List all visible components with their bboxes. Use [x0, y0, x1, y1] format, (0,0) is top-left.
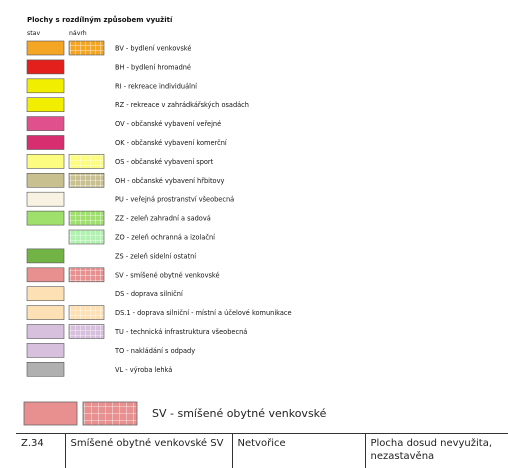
legend-label: DS.1 - doprava silniční - místní a účelo… — [115, 309, 292, 317]
stav-swatch — [26, 267, 65, 283]
stav-swatch — [26, 324, 65, 339]
table-cell: Plocha dosud nevyužita, nezastavěna — [364, 433, 508, 468]
highlight-navrh-swatch — [82, 401, 138, 426]
table-row: Z.34 Smíšené obytné venkovské SV Netvořice… — [16, 433, 508, 468]
highlight-stav-swatch — [23, 401, 78, 426]
legend-label: ZO - zeleň ochranná a izolační — [115, 234, 215, 242]
stav-swatch — [26, 191, 65, 207]
table-cell: Netvořice — [231, 433, 365, 468]
legend-label: ZZ - zeleň zahradní a sadová — [115, 215, 211, 223]
navrh-swatch — [68, 210, 105, 226]
legend-label: BH - bydlení hromadné — [115, 63, 191, 71]
legend-label: PU - veřejná prostranství všeobecná — [115, 196, 234, 204]
legend-label: TO - nakládání s odpady — [114, 347, 195, 355]
legend-label: DS - doprava silniční — [115, 290, 183, 298]
stav-swatch — [26, 40, 65, 56]
navrh-swatch — [68, 267, 105, 283]
stav-swatch — [26, 343, 65, 358]
navrh-swatch — [68, 173, 105, 188]
legend-label: SV - smíšené obytné venkovské — [115, 271, 220, 279]
table-cell: Z.34 — [16, 433, 65, 468]
stav-swatch — [26, 248, 65, 264]
legend-label: RI - rekreace individuální — [115, 82, 197, 90]
legend-label: ZS - zeleň sídelní ostatní — [115, 252, 196, 260]
navrh-swatch — [68, 324, 105, 339]
col-navrh: návrh — [69, 29, 87, 37]
legend-label: VL - výroba lehká — [115, 366, 172, 374]
navrh-swatch — [68, 305, 105, 320]
table-cell: Smíšené obytné venkovské SV — [64, 433, 232, 468]
navrh-swatch — [68, 154, 105, 169]
legend: Plochy s rozdílným způsobem využití stav… — [23, 15, 327, 426]
highlight-label: SV - smíšené obytné venkovské — [152, 407, 327, 420]
navrh-swatch — [68, 229, 105, 245]
stav-swatch — [26, 210, 65, 226]
legend-label: OS - občanské vybavení sport — [115, 158, 214, 166]
col-stav: stav — [27, 30, 40, 37]
legend-label: TU - technická infrastruktura všeobecná — [114, 328, 247, 336]
legend-label: OK - občanské vybavení komerční — [115, 139, 227, 147]
stav-swatch — [26, 361, 65, 377]
stav-swatch — [26, 154, 65, 169]
legend-label: BV - bydlení venkovské — [115, 45, 191, 53]
navrh-swatch — [68, 40, 105, 56]
legend-label: RZ - rekreace v zahrádkářských osadách — [115, 101, 249, 109]
stav-swatch — [26, 97, 65, 112]
legend-label: OH - občanské vybavení hřbitovy — [115, 177, 224, 185]
legend-title: Plochy s rozdílným způsobem využití — [27, 15, 173, 24]
record-table: Z.34 Smíšené obytné venkovské SV Netvořice… — [16, 433, 508, 468]
stav-swatch — [26, 305, 65, 320]
stav-swatch — [26, 59, 65, 75]
stav-swatch — [26, 286, 65, 302]
stav-swatch — [26, 135, 65, 150]
stav-swatch — [26, 116, 65, 131]
stav-swatch — [26, 78, 65, 94]
legend-label: OV - občanské vybavení veřejné — [115, 120, 221, 128]
stav-swatch — [26, 173, 65, 188]
